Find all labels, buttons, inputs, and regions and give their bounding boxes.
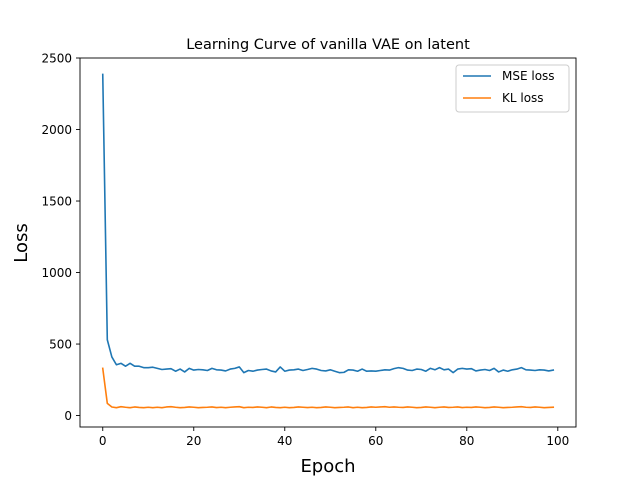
y-tick-label: 0 [64,409,72,423]
series-line-mse [101,73,555,374]
y-tick-label: 1500 [41,195,72,209]
y-axis: 0 500 1000 1500 2000 2500 [41,52,80,423]
legend: MSE loss KL loss [455,64,570,113]
series-line-kl [101,367,555,409]
y-tick-label: 2000 [41,123,72,137]
y-tick-label: 1000 [41,266,72,280]
legend-label-kl: KL loss [502,91,544,105]
chart-title: Learning Curve of vanilla VAE on latent [186,37,470,53]
x-tick-label: 20 [186,434,201,448]
x-tick-label: 100 [546,434,569,448]
y-tick-label: 500 [49,338,72,352]
y-axis-label: Loss [11,223,32,262]
x-tick-label: 40 [277,434,292,448]
x-axis: 0 20 40 60 80 100 [99,427,569,448]
x-tick-label: 80 [459,434,474,448]
legend-label-mse: MSE loss [502,69,555,83]
plot-area [101,73,555,409]
x-tick-label: 0 [99,434,107,448]
y-tick-label: 2500 [41,52,72,66]
x-tick-label: 60 [368,434,383,448]
axes-frame [79,57,577,428]
x-axis-label: Epoch [300,456,355,477]
